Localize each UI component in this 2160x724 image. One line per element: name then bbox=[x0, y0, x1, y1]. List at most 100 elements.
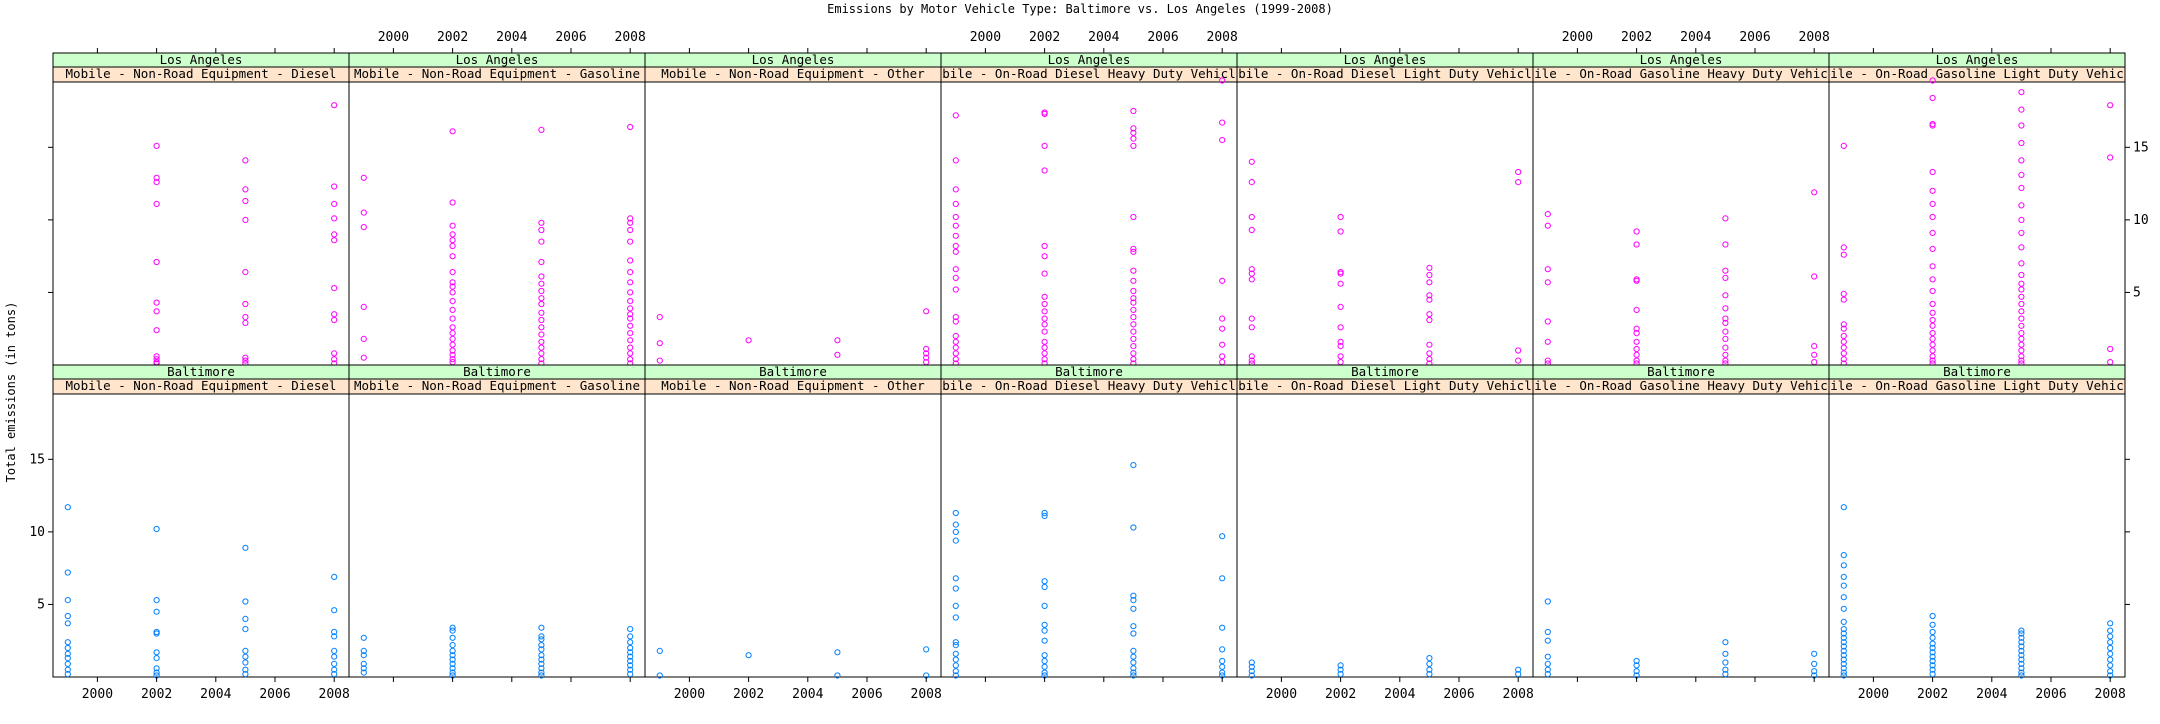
data-point bbox=[627, 671, 634, 678]
data-point bbox=[627, 279, 634, 286]
data-point bbox=[1041, 657, 1048, 665]
data-point bbox=[627, 219, 634, 226]
data-point bbox=[331, 183, 338, 190]
strip-type-label: Mobile - Non-Road Equipment - Other bbox=[661, 66, 925, 81]
data-point bbox=[1633, 325, 1640, 332]
data-point bbox=[449, 634, 456, 641]
data-point bbox=[627, 662, 634, 669]
data-point bbox=[1544, 671, 1551, 678]
strip-type-label: Mobile - Non-Road Equipment - Other bbox=[661, 378, 925, 393]
x-tick-label: 2000 bbox=[82, 687, 113, 702]
panels-layer: Los Angeles Mobile - Non-Road Equipment -… bbox=[29, 30, 2148, 702]
x-tick-label: 2004 bbox=[1088, 30, 1119, 45]
data-point bbox=[1929, 628, 1936, 636]
data-point bbox=[1840, 344, 1847, 351]
data-point bbox=[1840, 325, 1847, 332]
data-point bbox=[627, 238, 634, 245]
panel-frame bbox=[348, 393, 646, 678]
data-point bbox=[2018, 89, 2025, 96]
strip-type-label: Mobile - On-Road Gasoline Light Duty Veh… bbox=[1808, 378, 2147, 393]
data-point bbox=[153, 200, 160, 207]
data-point bbox=[1130, 287, 1137, 295]
data-point bbox=[331, 285, 338, 292]
data-point bbox=[1219, 277, 1226, 284]
data-point bbox=[627, 350, 634, 357]
data-point bbox=[1248, 672, 1255, 679]
data-point bbox=[1929, 187, 1936, 194]
data-point bbox=[952, 575, 959, 582]
data-point bbox=[64, 660, 71, 668]
data-point bbox=[1130, 653, 1137, 660]
data-point bbox=[1426, 296, 1433, 303]
data-point bbox=[449, 306, 456, 313]
strip-city-label: Los Angeles bbox=[1936, 52, 2019, 67]
strip-city-label: Baltimore bbox=[759, 364, 827, 379]
data-point bbox=[2018, 308, 2025, 315]
data-point bbox=[1722, 241, 1729, 248]
x-tick-label: 2002 bbox=[141, 687, 172, 702]
data-point bbox=[449, 660, 456, 668]
data-point bbox=[449, 199, 456, 206]
data-point bbox=[1130, 623, 1137, 630]
data-point bbox=[153, 655, 160, 662]
strip-type-label: Mobile - Non-Road Equipment - Diesel bbox=[66, 66, 337, 81]
data-point bbox=[1337, 324, 1344, 331]
data-point bbox=[449, 351, 456, 358]
data-point bbox=[1633, 668, 1640, 675]
data-point bbox=[1041, 663, 1048, 670]
data-point bbox=[952, 602, 959, 610]
data-point bbox=[1840, 639, 1847, 646]
data-point bbox=[627, 639, 634, 646]
data-point bbox=[952, 274, 959, 281]
data-point bbox=[2018, 171, 2025, 178]
data-point bbox=[923, 350, 930, 357]
data-point bbox=[449, 356, 456, 363]
data-point bbox=[1929, 640, 1936, 647]
data-point bbox=[2107, 345, 2114, 353]
data-point bbox=[1130, 125, 1137, 132]
data-point bbox=[1840, 672, 1847, 679]
data-point bbox=[1722, 274, 1729, 281]
data-point bbox=[1840, 244, 1847, 251]
data-point bbox=[952, 585, 959, 592]
data-point bbox=[1811, 359, 1818, 366]
data-point bbox=[1929, 77, 1936, 84]
data-point bbox=[1722, 267, 1729, 274]
data-point bbox=[1633, 228, 1640, 235]
data-point bbox=[538, 646, 545, 653]
data-point bbox=[1130, 597, 1137, 604]
data-point bbox=[449, 330, 456, 337]
data-point bbox=[242, 647, 249, 655]
data-point bbox=[1248, 659, 1255, 666]
x-tick-label: 2006 bbox=[1147, 30, 1178, 45]
data-point bbox=[538, 309, 545, 316]
data-point bbox=[1248, 353, 1255, 360]
data-point bbox=[1426, 666, 1433, 673]
data-point bbox=[1219, 325, 1226, 332]
data-point bbox=[1929, 653, 1936, 660]
data-point bbox=[1041, 669, 1048, 676]
panel-frame bbox=[940, 81, 1238, 366]
data-point bbox=[1840, 573, 1847, 581]
x-tick-label: 2002 bbox=[1325, 687, 1356, 702]
data-point bbox=[153, 142, 160, 149]
data-point bbox=[952, 639, 959, 646]
data-point bbox=[656, 314, 663, 321]
panel-frame bbox=[52, 393, 350, 678]
strip-city-label: Baltimore bbox=[463, 364, 531, 379]
data-point bbox=[745, 652, 752, 659]
data-point bbox=[1929, 353, 1936, 360]
data-point bbox=[2018, 244, 2025, 251]
data-point bbox=[153, 174, 160, 181]
data-point bbox=[1041, 253, 1048, 260]
data-point bbox=[1130, 462, 1137, 469]
data-point bbox=[1722, 335, 1729, 342]
data-point bbox=[627, 649, 634, 656]
data-point bbox=[952, 222, 959, 229]
data-point bbox=[242, 216, 249, 223]
y-tick-label: 15 bbox=[29, 452, 45, 467]
data-point bbox=[538, 633, 545, 640]
data-point bbox=[449, 642, 456, 649]
data-point bbox=[1633, 657, 1640, 665]
